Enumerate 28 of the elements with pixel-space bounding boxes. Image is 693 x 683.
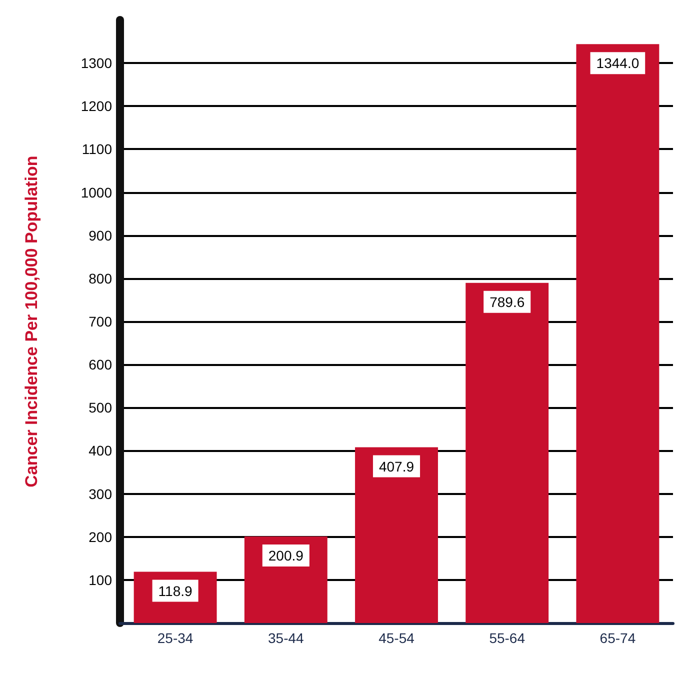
data-label: 200.9	[268, 547, 304, 564]
y-tick-label: 1000	[80, 184, 112, 200]
y-tick-label: 800	[88, 270, 112, 286]
bar	[466, 282, 549, 623]
x-tick-label: 25-34	[157, 630, 194, 646]
y-tick-label: 500	[88, 400, 112, 416]
data-label: 407.9	[378, 458, 414, 474]
data-label: 118.9	[158, 582, 193, 599]
bar	[355, 447, 438, 623]
data-label: 789.6	[490, 294, 525, 310]
y-tick-label: 1100	[82, 141, 112, 158]
y-tick-label: 1200	[80, 98, 112, 114]
y-tick-label: 900	[88, 227, 112, 244]
y-tick-label: 100	[88, 572, 112, 588]
x-tick-label: 55-64	[489, 630, 526, 646]
x-tick-label: 65-74	[600, 630, 636, 646]
y-axis-title: Cancer Incidence Per 100,000 Population	[22, 156, 41, 488]
y-tick-label: 600	[88, 356, 112, 373]
bar	[576, 44, 660, 623]
y-tick-label: 300	[88, 486, 112, 502]
x-tick-label: 35-44	[268, 630, 304, 646]
y-tick-label: 1300	[80, 55, 112, 72]
y-tick-label: 200	[88, 528, 112, 545]
y-tick-label: 400	[88, 442, 112, 459]
x-tick-label: 45-54	[378, 630, 415, 646]
data-label: 1344.0	[596, 55, 640, 72]
y-tick-label: 700	[88, 314, 112, 330]
bar	[244, 536, 328, 623]
